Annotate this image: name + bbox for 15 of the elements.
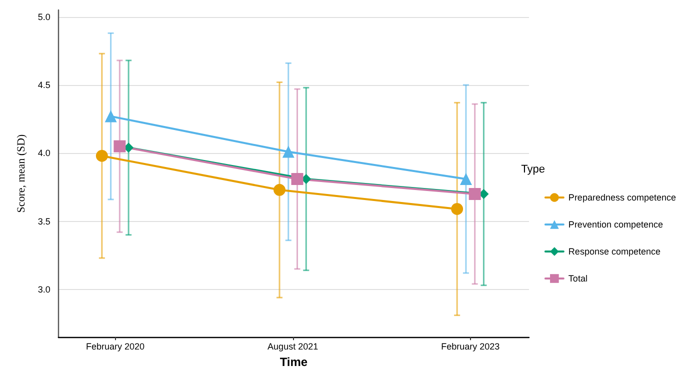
y-tick-label: 3.0 xyxy=(38,284,50,294)
legend-label: Total xyxy=(568,274,588,284)
x-tick-label: February 2020 xyxy=(86,342,145,352)
x-tick-label: August 2021 xyxy=(268,342,318,352)
legend-label: Prevention competence xyxy=(568,220,663,230)
x-tick-label: February 2023 xyxy=(441,342,500,352)
x-axis-title: Time xyxy=(280,355,308,369)
legend-title: Type xyxy=(521,164,546,176)
y-tick-label: 5.0 xyxy=(38,12,50,22)
y-tick-label: 3.5 xyxy=(38,216,50,226)
legend-label: Response competence xyxy=(568,246,660,256)
y-tick-label: 4.5 xyxy=(38,80,50,90)
y-axis-title: Score, mean (SD) xyxy=(16,134,28,213)
legend-label: Preparedness competence xyxy=(568,192,676,202)
y-tick-label: 4.0 xyxy=(38,148,50,158)
